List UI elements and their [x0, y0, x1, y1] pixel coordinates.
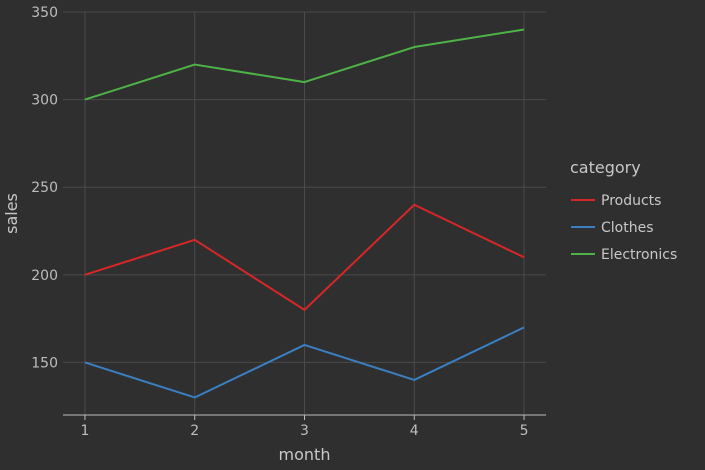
y-tick-label: 150: [31, 355, 58, 371]
series-line-electronics: [84, 28, 525, 101]
y-tick-label: 300: [31, 93, 58, 109]
y-tick-label: 250: [31, 180, 58, 196]
x-tick-labels: 1 2 3 4 5: [80, 415, 529, 439]
legend-label: Products: [601, 193, 661, 209]
legend: category Products Clothes Electronics: [570, 158, 677, 263]
grid-lines: [63, 11, 546, 415]
series-line-clothes: [84, 326, 525, 399]
y-tick-labels: 150 200 250 300 350: [31, 5, 58, 371]
legend-label: Clothes: [601, 220, 654, 236]
legend-label: Electronics: [601, 247, 677, 263]
x-tick-label: 3: [300, 423, 309, 439]
y-tick-label: 350: [31, 5, 58, 21]
y-axis-title: sales: [2, 193, 21, 234]
x-axis-title: month: [279, 445, 331, 464]
series-line-products: [84, 203, 525, 311]
x-tick-label: 5: [520, 423, 529, 439]
legend-items: Products Clothes Electronics: [571, 193, 677, 263]
legend-title: category: [570, 158, 641, 177]
x-tick-label: 1: [80, 423, 89, 439]
x-tick-label: 4: [410, 423, 419, 439]
y-tick-label: 200: [31, 268, 58, 284]
series-lines: [84, 28, 525, 399]
x-tick-label: 2: [190, 423, 199, 439]
